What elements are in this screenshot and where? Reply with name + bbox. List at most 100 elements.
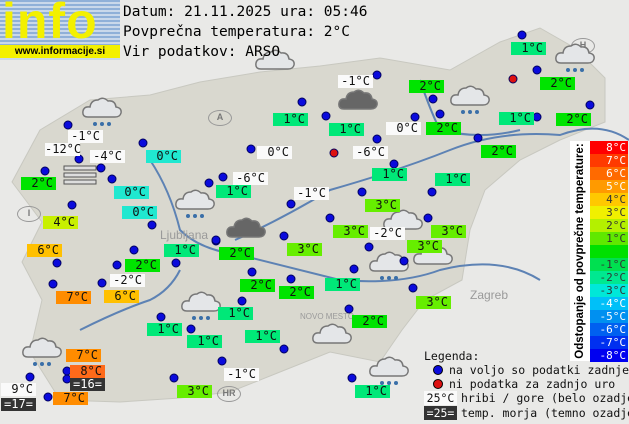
station-marker[interactable]	[40, 166, 50, 176]
station-marker[interactable]	[347, 373, 357, 383]
scale-title: Odstopanje od povprečne temperature:	[570, 141, 590, 361]
station-marker[interactable]	[171, 258, 181, 268]
station-marker[interactable]	[517, 30, 527, 40]
scale-step: 4°C	[590, 193, 628, 206]
station-marker[interactable]	[169, 373, 179, 383]
blue-dot-icon	[433, 365, 443, 375]
country-marker-austria: A	[208, 110, 232, 126]
station-marker[interactable]	[67, 200, 77, 210]
station-marker[interactable]	[357, 187, 367, 197]
station-temperature: 2°C	[426, 122, 461, 135]
station-temperature: 3°C	[177, 385, 212, 398]
station-marker[interactable]	[372, 134, 382, 144]
logo[interactable]: info www.informacije.si	[0, 0, 120, 60]
station-marker[interactable]	[286, 274, 296, 284]
station-temperature: 2°C	[409, 80, 444, 93]
station-marker[interactable]	[237, 296, 247, 306]
station-temperature: 6°C	[27, 244, 62, 257]
station-marker[interactable]	[410, 112, 420, 122]
station-temperature: 6°C	[104, 290, 139, 303]
station-marker[interactable]	[48, 279, 58, 289]
scale-step: -1°C	[590, 258, 628, 271]
station-marker[interactable]	[52, 258, 62, 268]
station-temperature: 1°C	[499, 112, 534, 125]
scale-step: 7°C	[590, 154, 628, 167]
fog-icon	[63, 165, 97, 185]
logo-text: info	[2, 0, 98, 49]
station-marker[interactable]	[147, 220, 157, 230]
station-marker[interactable]	[585, 100, 595, 110]
station-marker[interactable]	[321, 111, 331, 121]
station-marker[interactable]	[217, 356, 227, 366]
station-temperature: 1°C	[164, 244, 199, 257]
station-marker[interactable]	[63, 120, 73, 130]
mountain-sample: 25°C	[424, 391, 457, 405]
date-line: Datum: 21.11.2025 ura: 05:46	[123, 4, 368, 20]
scale-step: -6°C	[590, 323, 628, 336]
station-marker[interactable]	[247, 267, 257, 277]
station-marker[interactable]	[156, 312, 166, 322]
station-marker[interactable]	[218, 172, 228, 182]
station-marker[interactable]	[107, 174, 117, 184]
city-label-ljubljana: Ljubljana	[160, 228, 209, 242]
legend-available: na voljo so podatki zadnje ure	[424, 363, 629, 377]
legend-missing-text: ni podatka za zadnjo uro	[449, 377, 616, 391]
station-marker[interactable]	[372, 70, 382, 80]
scale-step: -4°C	[590, 297, 628, 310]
station-marker[interactable]	[325, 213, 335, 223]
station-temperature: 3°C	[365, 199, 400, 212]
scale-step: 6°C	[590, 167, 628, 180]
station-marker[interactable]	[349, 264, 359, 274]
station-marker[interactable]	[246, 144, 256, 154]
station-marker[interactable]	[408, 283, 418, 293]
station-temperature: =17=	[1, 398, 36, 411]
logo-url[interactable]: www.informacije.si	[0, 45, 120, 58]
station-temperature: 2°C	[540, 77, 575, 90]
rain-cloud-icon	[369, 356, 409, 385]
station-temperature: -2°C	[370, 227, 405, 240]
station-marker[interactable]	[96, 163, 106, 173]
station-marker[interactable]	[138, 138, 148, 148]
scale-step: -5°C	[590, 310, 628, 323]
station-temperature: 0°C	[146, 150, 181, 163]
station-marker[interactable]	[129, 245, 139, 255]
station-marker[interactable]	[211, 235, 221, 245]
station-temperature: 0°C	[114, 186, 149, 199]
station-marker[interactable]	[473, 133, 483, 143]
station-marker[interactable]	[186, 324, 196, 334]
station-temperature: 3°C	[416, 296, 451, 309]
station-temperature: 1°C	[245, 330, 280, 343]
station-marker[interactable]	[204, 178, 214, 188]
station-marker[interactable]	[97, 278, 107, 288]
station-marker[interactable]	[428, 94, 438, 104]
station-marker[interactable]	[423, 213, 433, 223]
rain-cloud-icon	[175, 189, 215, 218]
station-temperature: -2°C	[110, 274, 145, 287]
station-marker[interactable]	[286, 199, 296, 209]
station-marker[interactable]	[427, 187, 437, 197]
station-marker[interactable]	[532, 65, 542, 75]
scale-step: 1°C	[590, 232, 628, 245]
station-temperature: 1°C	[511, 42, 546, 55]
station-marker[interactable]	[279, 344, 289, 354]
station-temperature: 2°C	[279, 286, 314, 299]
station-marker[interactable]	[279, 231, 289, 241]
station-temperature: 7°C	[56, 291, 91, 304]
station-marker[interactable]	[399, 256, 409, 266]
rain-cloud-icon	[181, 291, 221, 320]
station-marker[interactable]	[364, 242, 374, 252]
station-marker-no-data[interactable]	[329, 148, 339, 158]
station-marker[interactable]	[344, 304, 354, 314]
station-temperature: 3°C	[431, 225, 466, 238]
station-marker[interactable]	[112, 260, 122, 270]
station-marker[interactable]	[297, 97, 307, 107]
station-marker[interactable]	[435, 109, 445, 119]
station-marker-no-data[interactable]	[508, 74, 518, 84]
station-marker[interactable]	[43, 392, 53, 402]
station-marker[interactable]	[25, 372, 35, 382]
dark-cloud-icon	[338, 89, 378, 110]
station-temperature: 1°C	[435, 173, 470, 186]
scale-step: -8°C	[590, 349, 628, 362]
country-marker-italy: I	[17, 206, 41, 222]
